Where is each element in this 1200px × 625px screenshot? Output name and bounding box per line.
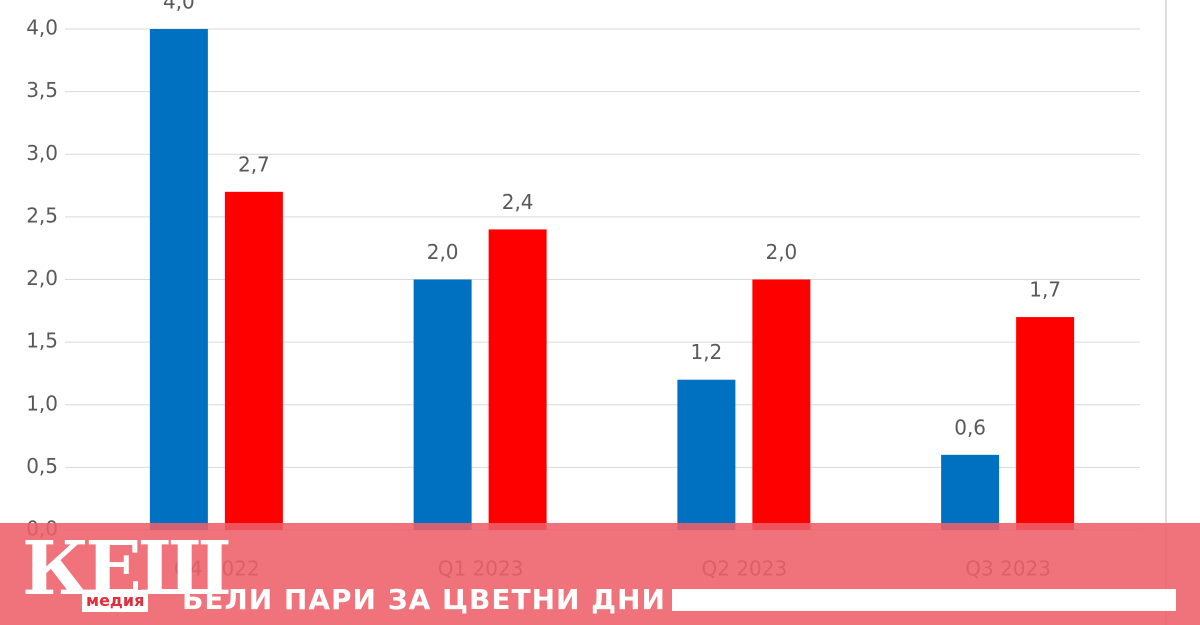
logo-sub: медия [82, 590, 149, 612]
value-label: 1,2 [690, 340, 722, 364]
y-tick-label: 2,0 [26, 266, 58, 290]
bar [677, 379, 736, 530]
bar [224, 191, 283, 530]
banner-bar [672, 589, 1176, 611]
value-label: 1,7 [1029, 278, 1061, 302]
value-label: 2,0 [765, 240, 797, 264]
bar [413, 279, 472, 530]
y-tick-label: 2,5 [26, 203, 58, 227]
y-tick-label: 3,0 [26, 141, 58, 165]
value-label: 2,7 [238, 152, 270, 176]
value-label: 2,4 [502, 190, 534, 214]
bar [488, 229, 547, 530]
value-label: 2,0 [427, 240, 459, 264]
y-tick-label: 3,5 [26, 78, 58, 102]
y-tick-label: 0,5 [26, 454, 58, 478]
slogan: БЕЛИ ПАРИ ЗА ЦВЕТНИ ДНИ [182, 583, 666, 616]
y-tick-label: 1,0 [26, 391, 58, 415]
value-label: 4,0 [163, 0, 195, 14]
y-tick-label: 1,5 [26, 329, 58, 353]
y-tick-label: 4,0 [26, 16, 58, 40]
bar [752, 279, 811, 530]
bar [1016, 317, 1075, 530]
bar [941, 454, 1000, 530]
bar [149, 29, 208, 530]
banner: КЕШ медия БЕЛИ ПАРИ ЗА ЦВЕТНИ ДНИ [0, 523, 1200, 625]
value-label: 0,6 [954, 415, 986, 439]
